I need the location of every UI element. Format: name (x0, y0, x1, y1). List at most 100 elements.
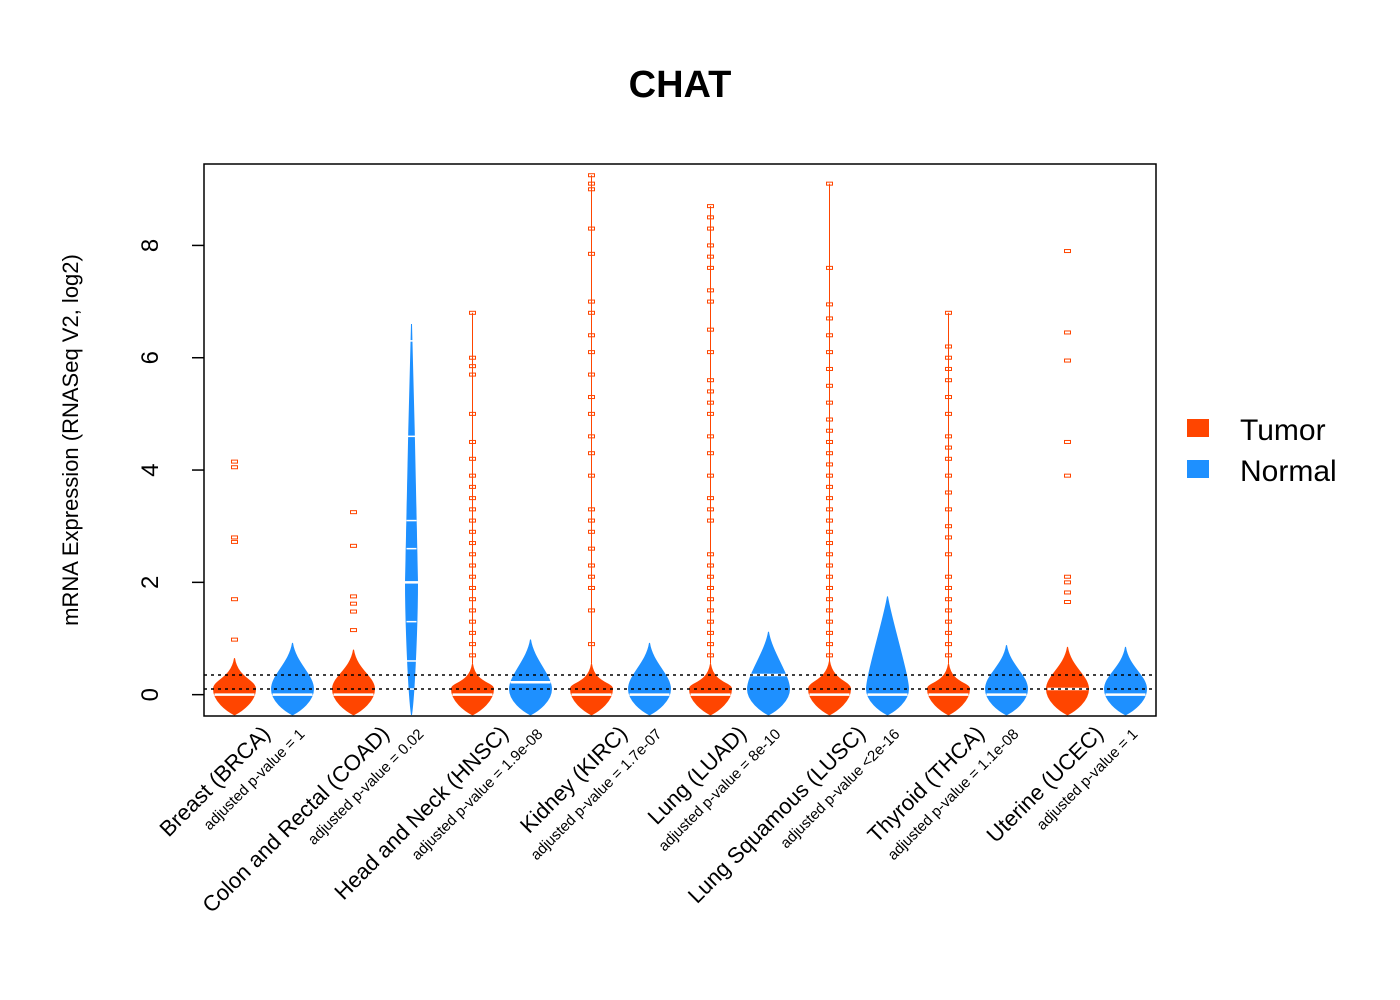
outlier-tumor-4-4 (588, 574, 595, 579)
outlier-tumor-1-6 (231, 459, 238, 464)
violin-tumor-1 (212, 658, 257, 716)
outlier-tumor-4-5 (588, 563, 595, 568)
outlier-tumor-8-9 (1064, 249, 1071, 254)
violin-normal-2 (404, 324, 419, 715)
outlier-tumor-5-11 (707, 518, 714, 523)
outlier-tumor-6-12 (826, 529, 833, 534)
outlier-tumor-7-2 (945, 642, 952, 647)
violin-normal-7 (984, 645, 1029, 716)
outlier-tumor-4-1 (588, 642, 595, 647)
outlier-tumor-6-10 (826, 552, 833, 557)
outlier-tumor-5-26 (707, 254, 714, 259)
outlier-tumor-4-21 (588, 226, 595, 231)
outlier-tumor-6-16 (826, 484, 833, 489)
outlier-tumor-4-6 (588, 546, 595, 551)
outlier-tumor-5-18 (707, 400, 714, 405)
outlier-tumor-4-11 (588, 451, 595, 456)
outlier-tumor-6-21 (826, 428, 833, 433)
outlier-tumor-4-19 (588, 299, 595, 304)
outlier-tumor-4-24 (588, 173, 595, 178)
outlier-tumor-5-28 (707, 226, 714, 231)
outlier-tumor-6-8 (826, 574, 833, 579)
outlier-tumor-5-21 (707, 350, 714, 355)
y-tick-label-4: 6 (137, 351, 164, 364)
plot-area (204, 173, 1156, 716)
outlier-tumor-2-1 (350, 628, 357, 633)
outlier-tumor-6-13 (826, 518, 833, 523)
outlier-tumor-6-26 (826, 350, 833, 355)
outlier-tumor-1-3 (231, 539, 238, 544)
outlier-tumor-3-3 (469, 630, 476, 635)
violin-tumor-6 (807, 660, 852, 716)
outlier-tumor-5-29 (707, 215, 714, 220)
y-tick-label-1: 0 (137, 688, 164, 701)
outlier-tumor-4-8 (588, 518, 595, 523)
outlier-tumor-5-17 (707, 411, 714, 416)
legend-label-tumor: Tumor (1240, 414, 1326, 447)
legend-label-normal: Normal (1240, 455, 1337, 488)
outlier-tumor-2-2 (350, 609, 357, 614)
outlier-tumor-6-18 (826, 462, 833, 467)
outlier-tumor-6-22 (826, 417, 833, 422)
outlier-tumor-4-17 (588, 333, 595, 338)
outlier-tumor-8-8 (1064, 330, 1071, 335)
outlier-tumor-7-11 (945, 524, 952, 529)
violin-tumor-2 (331, 649, 376, 716)
outlier-tumor-3-14 (469, 507, 476, 512)
outlier-tumor-4-23 (588, 181, 595, 186)
outlier-tumor-3-4 (469, 619, 476, 624)
outlier-tumor-4-16 (588, 350, 595, 355)
outlier-tumor-3-15 (469, 496, 476, 501)
outlier-tumor-6-5 (826, 608, 833, 613)
plot-frame (203, 163, 1157, 717)
outlier-tumor-4-12 (588, 434, 595, 439)
outlier-tumor-3-7 (469, 585, 476, 590)
outlier-tumor-1-5 (231, 465, 238, 470)
outlier-tumor-6-7 (826, 585, 833, 590)
outlier-tumor-6-9 (826, 563, 833, 568)
outlier-tumor-6-2 (826, 642, 833, 647)
outlier-tumor-2-4 (350, 594, 357, 599)
outlier-tumor-6-27 (826, 333, 833, 338)
outlier-tumor-5-14 (707, 473, 714, 478)
outlier-tumor-8-6 (1064, 439, 1071, 444)
outlier-tumor-5-27 (707, 243, 714, 248)
outlier-tumor-6-19 (826, 451, 833, 456)
outlier-tumor-5-22 (707, 327, 714, 332)
outlier-tumor-3-2 (469, 642, 476, 647)
outlier-tumor-3-16 (469, 484, 476, 489)
outlier-tumor-6-23 (826, 400, 833, 405)
outlier-tumor-3-6 (469, 597, 476, 602)
y-axis-label: mRNA Expression (RNASeq V2, log2) (58, 254, 83, 626)
outlier-tumor-7-13 (945, 490, 952, 495)
outlier-tumor-7-21 (945, 366, 952, 371)
outlier-tumor-6-24 (826, 383, 833, 388)
outlier-tumor-7-23 (945, 344, 952, 349)
outlier-tumor-3-8 (469, 574, 476, 579)
outlier-tumor-5-25 (707, 265, 714, 270)
outlier-tumor-7-24 (945, 310, 952, 315)
outlier-tumor-2-5 (350, 543, 357, 548)
outlier-tumor-3-21 (469, 372, 476, 377)
outlier-tumor-5-16 (707, 434, 714, 439)
outlier-tumor-6-28 (826, 316, 833, 321)
outlier-tumor-1-2 (231, 597, 238, 602)
outlier-tumor-5-8 (707, 574, 714, 579)
outlier-tumor-5-30 (707, 204, 714, 209)
outlier-tumor-4-22 (588, 187, 595, 192)
outlier-tumor-1-4 (231, 535, 238, 540)
outlier-tumor-6-3 (826, 630, 833, 635)
outlier-tumor-5-7 (707, 585, 714, 590)
outlier-tumor-5-6 (707, 597, 714, 602)
outlier-tumor-5-24 (707, 288, 714, 293)
outlier-tumor-4-10 (588, 473, 595, 478)
outlier-tumor-5-15 (707, 451, 714, 456)
outlier-tumor-3-5 (469, 608, 476, 613)
outlier-tumor-7-6 (945, 597, 952, 602)
y-axis: 0 2 4 6 8 (137, 239, 204, 701)
violin-tumor-8 (1045, 646, 1090, 716)
outlier-tumor-7-20 (945, 378, 952, 383)
outlier-normal-6-1 (884, 615, 891, 620)
outlier-tumor-6-11 (826, 541, 833, 546)
